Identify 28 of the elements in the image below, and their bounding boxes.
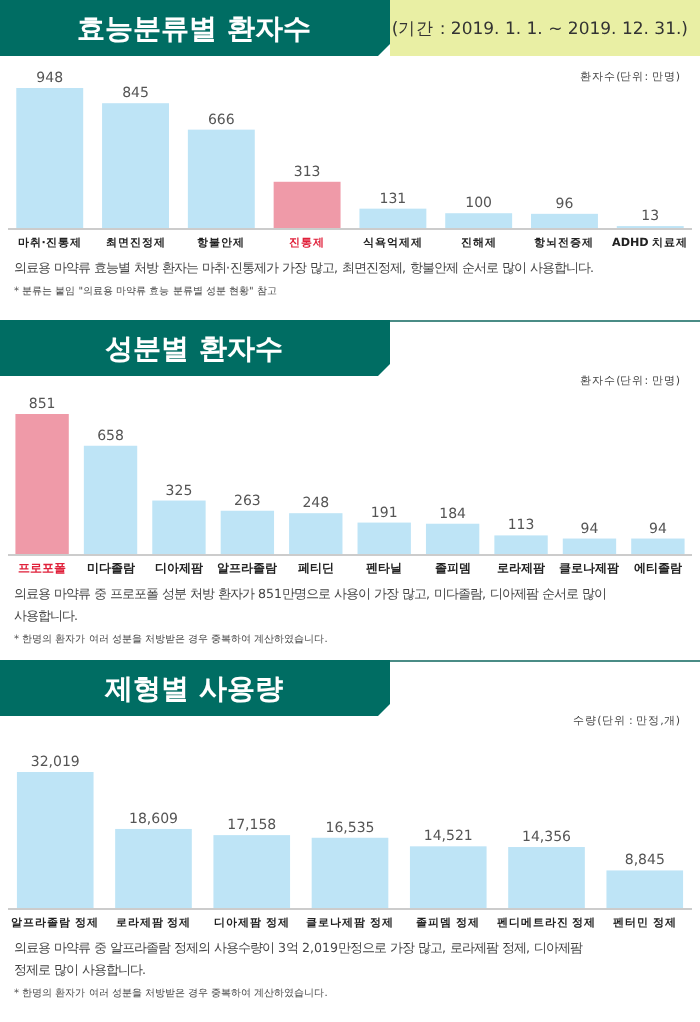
bar [83, 445, 138, 554]
bar [102, 103, 169, 228]
bar [531, 213, 598, 228]
bar [508, 847, 585, 908]
bar [606, 870, 684, 908]
chart-title: 제형별 사용량 [103, 674, 283, 706]
bar [273, 181, 341, 228]
bar [213, 835, 291, 908]
chart-subtitle: (기간 : 2019. 1. 1. ~ 2019. 12. 31.) [391, 20, 688, 40]
bar [631, 538, 685, 554]
bar [359, 208, 427, 228]
bar [152, 500, 206, 554]
chart-title: 효능분류별 환자수 [77, 14, 311, 46]
bar [562, 538, 617, 554]
bar [220, 510, 275, 554]
bar [15, 414, 69, 554]
bar [187, 129, 255, 228]
bar [16, 88, 84, 228]
chart-title: 성분별 환자수 [105, 334, 283, 366]
bar [289, 513, 343, 554]
bar [311, 837, 389, 908]
bar [115, 828, 192, 908]
bar [445, 213, 513, 228]
bar [16, 772, 94, 908]
bar [494, 535, 548, 554]
bar [409, 846, 487, 908]
bar [425, 523, 480, 554]
bar [357, 522, 411, 554]
